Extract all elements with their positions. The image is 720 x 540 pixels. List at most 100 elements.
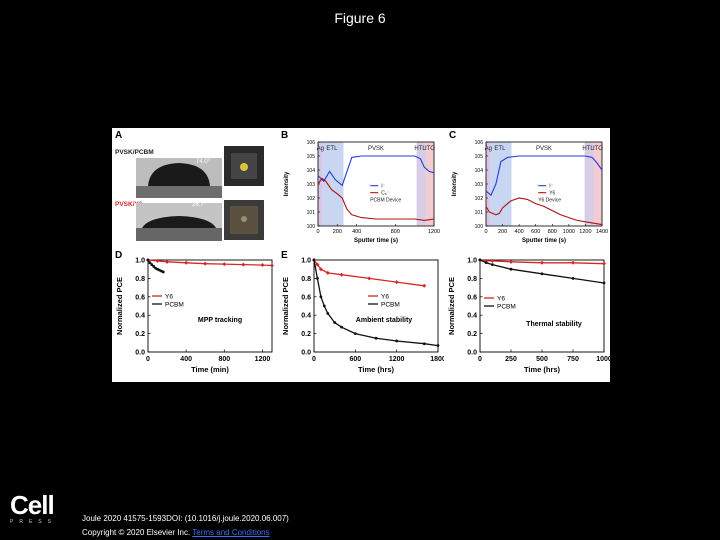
y-axis-label: Intensity [284,171,290,196]
y-tick-label: 105 [307,154,316,160]
angle-bottom: 26.7° [192,202,207,208]
y-tick-label: 0.0 [467,350,477,357]
data-point [509,259,513,264]
data-point [571,260,575,265]
x-tick-label: 1800 [430,356,444,363]
data-point [184,260,189,265]
terms-link[interactable]: Terms and Conditions [192,528,270,537]
x-tick-label: 1200 [389,356,405,363]
film-photo-top [224,146,264,186]
x-tick-label: 400 [352,229,361,235]
series-line-1 [313,259,425,287]
panel-a: A PVSK/PCBM 74.0° PVSK/Y6 26.7° [112,128,272,248]
region-band [486,142,491,226]
data-point [316,277,319,280]
y-tick-label: 102 [307,196,316,202]
data-point [374,336,378,340]
region-label: PVSK [368,146,384,152]
y-tick-label: 0.0 [135,350,145,357]
data-point [339,272,344,277]
x-tick-label: 500 [536,356,548,363]
x-tick-label: 0 [316,229,319,235]
data-point [422,342,426,346]
pcbm-label: PVSK/PCBM [115,149,154,156]
y-tick-label: 104 [475,168,484,174]
chart-b: Ag ETL PVSK HTL ITO 100 101 102 103 104 105 106 0 200… [284,140,440,244]
data-point [148,261,152,265]
x-axis-label: Time (min) [191,365,229,374]
copyright-text: Copyright © 2020 Elsevier Inc. [82,528,191,537]
legend-label: I⁻ [381,184,385,190]
droplet-photo-top [136,158,222,198]
series-line-1 [317,155,435,187]
y-tick-label: 103 [307,182,316,188]
panel-letter: D [115,250,123,261]
y-tick-label: 0.6 [135,294,145,301]
data-point [315,262,320,267]
legend-label: Y6 [165,294,173,301]
legend-label: PCBM [497,304,516,311]
region-label: ITO [593,146,603,152]
y-tick-label: 1.0 [301,258,311,265]
region-label: HTL [414,146,426,152]
region-band [593,142,602,226]
film-photo-bottom [224,200,264,240]
y-axis-label: Intensity [452,171,458,196]
angle-top: 74.0° [196,159,211,165]
panel-letter: C [449,130,457,141]
y-tick-label: 106 [307,140,316,146]
series-line-2 [317,177,435,221]
y-tick-label: 1.0 [467,258,477,265]
region-label: ETL [494,146,506,152]
legend-label: PCBM Device [370,198,401,204]
series-line-1 [485,155,603,197]
data-point [165,259,170,264]
y-axis-label: Normalized PCE [281,277,290,335]
data-point [436,344,440,347]
region-label: ETL [326,146,338,152]
panel-letter: A [115,130,123,141]
chart-f: 0.0 0.2 0.4 0.6 0.8 1.0 0 250 500 750 1000 Time (hr… [447,258,612,375]
y-tick-label: 1.0 [135,258,145,265]
region-label: Ag [485,146,492,152]
chart-d: 0.0 0.2 0.4 0.6 0.8 1.0 0 400 800 1200 Time (min) N… [115,258,274,374]
annotation: Thermal stability [526,321,582,328]
data-point [146,258,150,262]
data-point [571,277,575,280]
annotation: MPP tracking [198,317,242,324]
region-label: PVSK [536,146,552,152]
y-tick-label: 106 [475,140,484,146]
region-band [425,142,434,226]
region-label: ITO [425,146,435,152]
data-point [152,265,156,268]
data-point [241,262,246,267]
data-point [509,267,513,271]
panel-d: D 0.0 0.2 0.4 0.6 0.8 1.0 0 400 800 1200 Time (min… [112,250,278,382]
data-point [602,281,606,285]
cell-press-logo: Cell PRESS [10,492,57,525]
x-tick-label: 0 [312,356,316,363]
y-tick-label: 0.4 [467,313,477,320]
data-point [490,258,495,263]
y-tick-label: 0.6 [301,294,311,301]
panel-b: B Ag ETL PVSK HTL ITO 100 101 102 103 104 105 106 0 2… [278,128,442,250]
x-axis-label: Sputter time (s) [522,238,566,244]
panel-letter: E [281,250,288,261]
x-tick-label: 800 [548,229,557,235]
x-tick-label: 200 [333,229,342,235]
y-tick-label: 101 [475,210,484,216]
droplet-photo-bottom [136,203,222,241]
data-point [353,332,357,335]
citation: Joule 2020 41575-1593DOI: (10.1016/j.jou… [82,514,289,523]
data-point [161,270,165,274]
y-tick-label: 0.4 [135,313,145,320]
y6-label: PVSK/Y6 [115,201,143,208]
data-point [312,258,316,262]
panel-letter: B [281,130,289,141]
region-label: HTL [582,146,594,152]
data-point [325,270,330,275]
y-axis-label: Normalized PCE [447,277,456,335]
data-point [333,321,337,324]
data-point [260,263,265,268]
region-band [416,142,426,226]
